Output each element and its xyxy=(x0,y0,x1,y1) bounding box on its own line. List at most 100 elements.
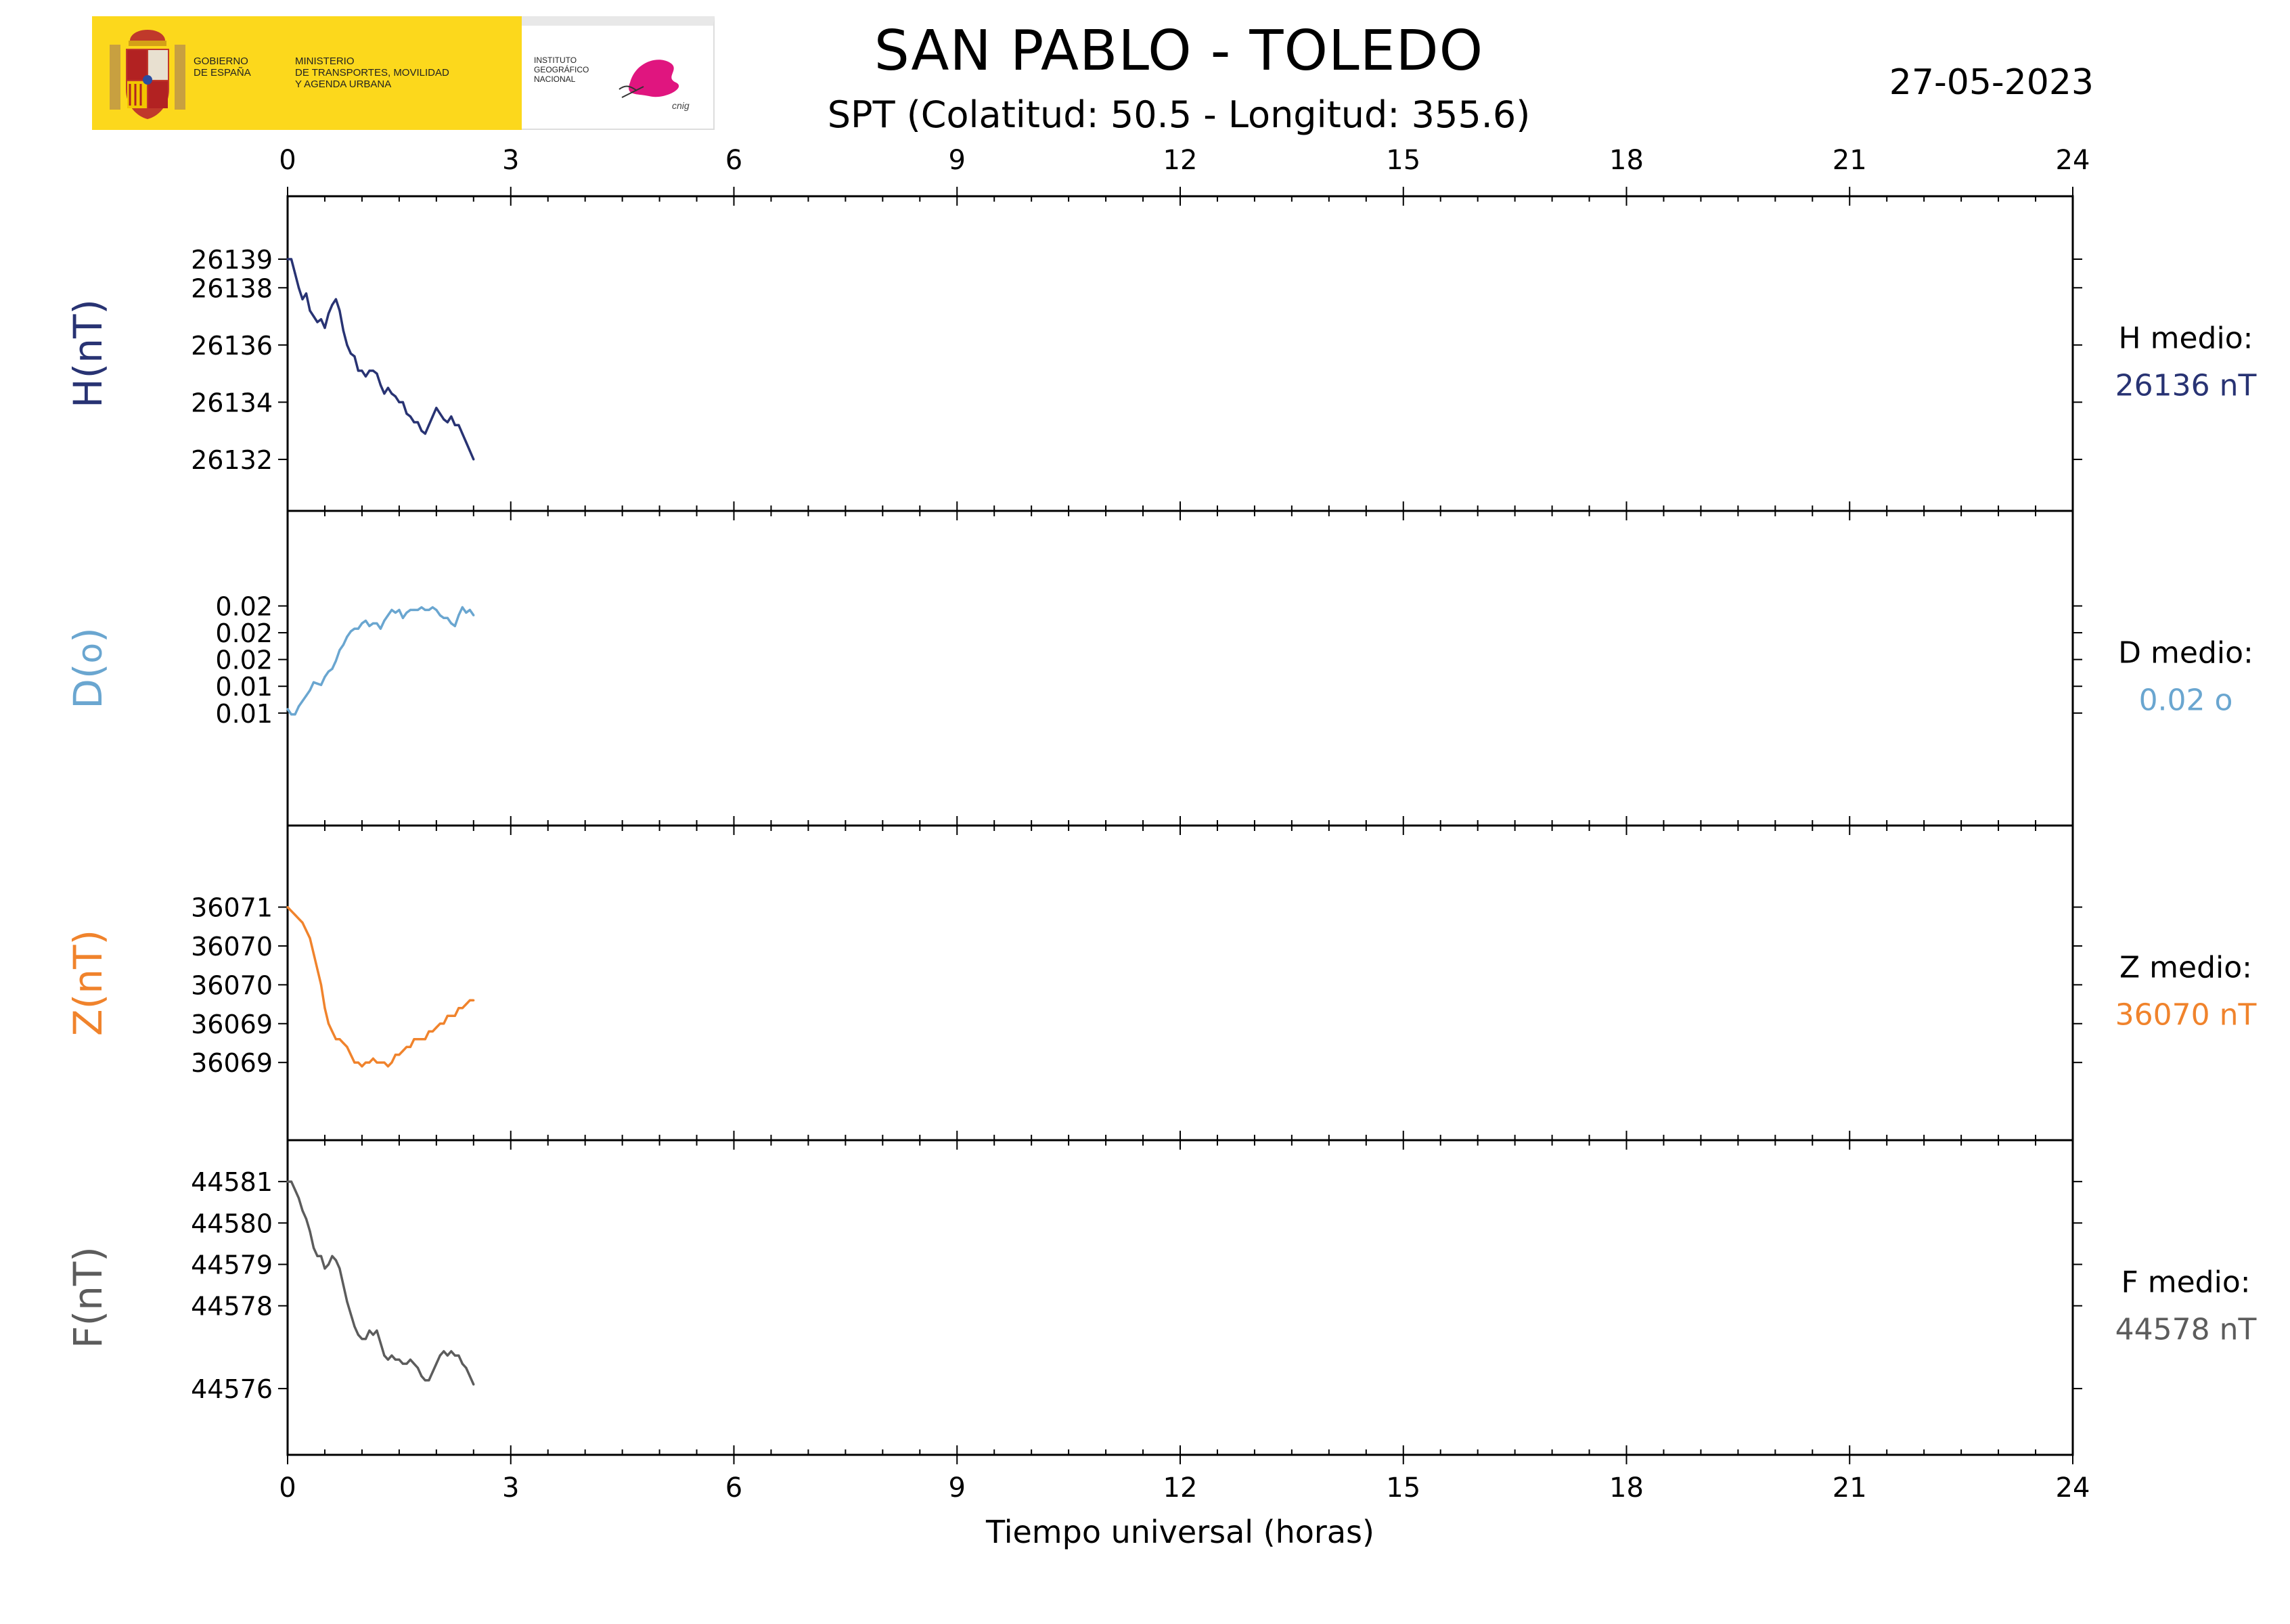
data-point xyxy=(435,1362,438,1365)
data-point xyxy=(342,1041,344,1045)
data-point xyxy=(297,705,300,708)
data-point xyxy=(309,937,311,940)
data-point xyxy=(443,1350,445,1353)
data-point xyxy=(376,1061,378,1064)
data-point xyxy=(334,660,337,662)
data-point xyxy=(297,1197,300,1200)
y-tick-label: 26132 xyxy=(191,445,273,475)
data-point xyxy=(338,1267,341,1270)
data-point xyxy=(323,326,326,330)
data-point xyxy=(450,415,453,418)
x-tick-label-top: 9 xyxy=(949,145,966,176)
data-point xyxy=(465,611,468,614)
mean-value: 44578 nT xyxy=(2115,1313,2257,1347)
data-point xyxy=(346,344,349,346)
data-point xyxy=(361,369,363,372)
data-point xyxy=(461,432,464,435)
data-point xyxy=(312,1246,315,1249)
y-tick-label: 26138 xyxy=(191,273,273,303)
data-point xyxy=(338,309,341,312)
data-point xyxy=(394,395,397,398)
mean-label: F medio: xyxy=(2121,1265,2250,1300)
data-point xyxy=(424,432,426,435)
data-point xyxy=(357,1334,360,1336)
data-point xyxy=(316,968,319,970)
panel-f: 44576 44578 44579 44580 44581 F(nT) F medio: 44… xyxy=(65,1139,2257,1456)
data-point xyxy=(465,441,468,444)
data-point xyxy=(453,625,456,627)
data-point xyxy=(428,424,430,426)
data-point xyxy=(301,921,304,924)
x-tick-label-top: 6 xyxy=(725,145,742,176)
data-point xyxy=(364,619,367,622)
data-point xyxy=(312,952,315,955)
data-point xyxy=(364,375,367,378)
data-point xyxy=(305,929,308,932)
data-point xyxy=(309,1230,311,1233)
data-point xyxy=(461,1362,464,1365)
data-point xyxy=(364,1061,367,1064)
data-point xyxy=(435,407,438,409)
y-tick-label: 44578 xyxy=(191,1292,273,1322)
data-point xyxy=(327,1022,330,1025)
data-point xyxy=(409,608,412,612)
data-point xyxy=(443,1022,445,1025)
data-point xyxy=(413,1362,416,1365)
data-point xyxy=(453,1014,456,1017)
data-point xyxy=(394,611,397,614)
y-tick-label: 36070 xyxy=(191,932,273,962)
data-point xyxy=(446,616,449,619)
x-tick-label-bottom: 6 xyxy=(725,1472,742,1504)
data-point xyxy=(405,412,408,415)
x-tick-label-top: 12 xyxy=(1163,145,1198,176)
data-point xyxy=(372,1334,375,1336)
y-tick-label: 26134 xyxy=(191,388,273,418)
data-point xyxy=(297,918,300,920)
data-point xyxy=(401,616,405,619)
data-point xyxy=(457,1354,460,1357)
x-tick-label-bottom: 12 xyxy=(1163,1472,1198,1504)
data-point xyxy=(465,1366,468,1370)
y-tick-label: 26136 xyxy=(191,331,273,361)
data-point xyxy=(386,1358,390,1361)
data-point xyxy=(446,1014,449,1017)
data-point xyxy=(316,1255,319,1257)
data-point xyxy=(416,608,420,612)
data-point xyxy=(368,1061,371,1064)
data-point xyxy=(301,298,304,300)
series-line-f xyxy=(288,1180,475,1385)
panel-d: 0.010.010.020.020.02D(o)D medio:0.02 o xyxy=(65,510,2253,827)
chart-subtitle: SPT (Colatitud: 50.5 - Longitud: 355.6) xyxy=(827,93,1531,136)
panel-frame xyxy=(286,1139,2074,1456)
data-point xyxy=(309,309,311,312)
data-point xyxy=(379,1342,382,1345)
data-point xyxy=(353,627,356,630)
y-axis-label: D(o) xyxy=(65,627,111,709)
data-point xyxy=(319,1255,323,1257)
x-tick-label-bottom: 24 xyxy=(2056,1472,2090,1504)
y-tick-label: 36069 xyxy=(191,1010,273,1039)
data-point xyxy=(286,258,289,261)
data-point xyxy=(349,1054,353,1056)
y-tick-label: 44580 xyxy=(191,1209,273,1238)
data-point xyxy=(294,713,296,716)
data-point xyxy=(435,608,438,612)
data-point xyxy=(443,616,445,619)
mean-value: 0.02 o xyxy=(2139,683,2233,718)
data-point xyxy=(431,415,434,418)
data-point xyxy=(334,298,337,300)
y-tick-label: 44581 xyxy=(191,1167,273,1197)
data-point xyxy=(294,1188,296,1191)
data-point xyxy=(290,713,293,716)
y-axis-label: F(nT) xyxy=(65,1246,111,1349)
data-point xyxy=(383,1354,386,1357)
data-point xyxy=(439,1354,441,1357)
data-point xyxy=(401,401,405,404)
data-point xyxy=(386,1065,390,1068)
data-point xyxy=(319,683,323,686)
data-point xyxy=(331,667,334,671)
data-point xyxy=(390,1061,393,1064)
data-point xyxy=(424,1038,426,1041)
data-point xyxy=(316,321,319,323)
